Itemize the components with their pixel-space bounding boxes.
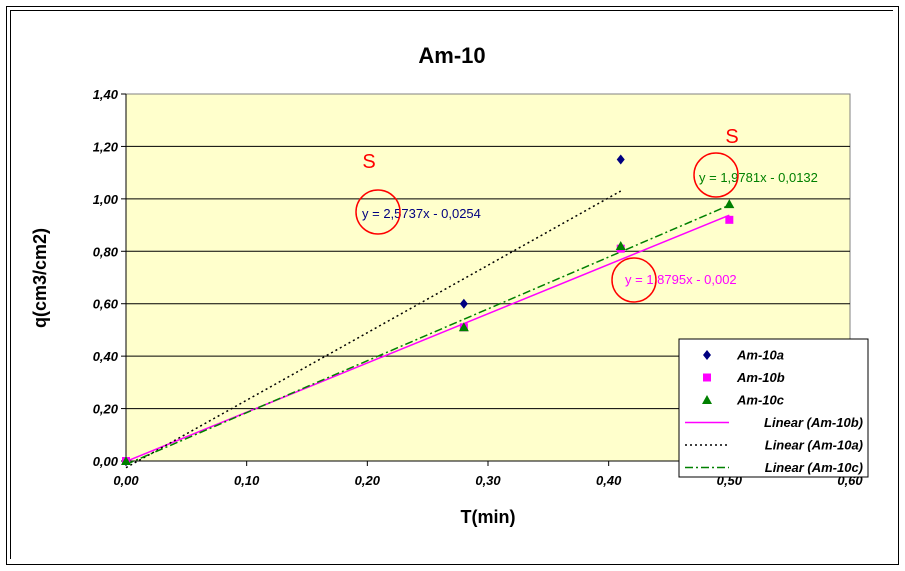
legend-marker — [703, 373, 711, 382]
data-point — [458, 322, 469, 332]
grid-lines — [126, 145, 850, 410]
data-point — [724, 199, 735, 209]
data-points — [121, 154, 735, 466]
y-tick-label: 0,80 — [93, 244, 119, 259]
data-point — [615, 241, 626, 251]
legend-marker — [702, 395, 712, 404]
data-point — [616, 154, 625, 165]
chart-title: Am-10 — [418, 43, 485, 68]
y-tick-label: 0,20 — [93, 402, 119, 417]
trendline — [125, 214, 730, 463]
y-tick-label: 0,40 — [93, 349, 119, 364]
data-point — [725, 215, 734, 224]
legend-label: Linear (Am-10b) — [764, 415, 863, 430]
annotation-circle — [611, 257, 657, 303]
legend-items: Am-10a Am-10b Am-10c Linear (Am-10b) Linear … — [685, 348, 863, 475]
x-tick-label: 0,10 — [234, 473, 260, 488]
trendline — [125, 204, 730, 466]
x-axis-label: T(min) — [461, 507, 516, 527]
y-axis-ticks: 0,00 0,20 0,40 0,60 0,80 1,00 1,20 1,40 — [93, 87, 127, 469]
legend-label: Am-10b — [736, 370, 785, 385]
legend-marker — [703, 350, 711, 360]
y-tick-label: 1,20 — [93, 139, 119, 154]
legend-label: Am-10c — [736, 393, 785, 408]
legend: Am-10a Am-10b Am-10c Linear (Am-10b) Linear … — [678, 338, 869, 478]
y-tick-label: 0,00 — [93, 454, 119, 469]
x-tick-label: 0,40 — [596, 473, 622, 488]
x-tick-label: 0,20 — [355, 473, 381, 488]
y-tick-label: 1,40 — [93, 87, 119, 102]
legend-box — [678, 338, 869, 478]
legend-label: Linear (Am-10a) — [765, 438, 863, 453]
annotation-circle — [355, 189, 401, 235]
equation-am-10c: y = 1,9781x - 0,0132 — [699, 170, 818, 185]
outer-frame — [6, 6, 899, 565]
data-point — [459, 298, 468, 309]
legend-label: Linear (Am-10c) — [765, 460, 863, 475]
legend-label: Am-10a — [736, 348, 784, 363]
annotation-s-right: S — [725, 126, 738, 148]
equation-am-10a: y = 2,5737x - 0,0254 — [362, 206, 481, 221]
annotation-s-left: S — [362, 151, 375, 173]
x-tick-label: 0,30 — [475, 473, 501, 488]
trendlines — [125, 190, 730, 469]
data-point — [121, 456, 131, 465]
y-tick-label: 1,00 — [93, 192, 119, 207]
equation-am-10b: y = 1,8795x - 0,002 — [625, 272, 737, 287]
x-tick-label: 0,00 — [113, 473, 139, 488]
annotation-circle — [693, 152, 739, 198]
y-axis-label: q(cm3/cm2) — [30, 228, 50, 328]
inner-frame — [10, 10, 893, 559]
y-tick-label: 0,60 — [93, 297, 119, 312]
